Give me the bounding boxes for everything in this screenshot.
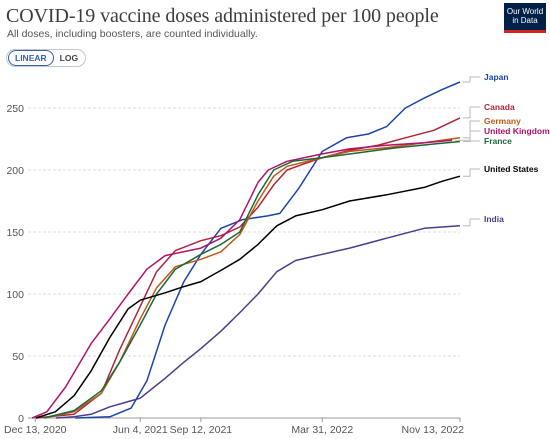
label-connector: [463, 120, 480, 139]
series-label-germany: Germany: [484, 116, 521, 126]
y-tick-label: 100: [6, 289, 24, 301]
log-scale-button[interactable]: LOG: [59, 53, 79, 63]
series-line-india: [55, 225, 461, 419]
owid-logo[interactable]: Our World in Data: [504, 3, 546, 33]
x-tick-label: Sep 12, 2021: [170, 424, 233, 436]
y-tick-label: 250: [6, 103, 24, 115]
chart-subtitle: All doses, including boosters, are count…: [7, 28, 258, 40]
series-label-japan: Japan: [484, 72, 509, 82]
logo-line-1: Our World: [506, 7, 544, 16]
series-label-india: India: [484, 214, 504, 224]
series-label-united-states: United States: [484, 164, 539, 174]
label-connector: [463, 76, 480, 83]
series-label-canada: Canada: [484, 102, 515, 112]
x-tick-label: Mar 31, 2022: [291, 424, 353, 436]
label-connector: [455, 130, 480, 141]
y-tick-label: 150: [6, 227, 24, 239]
series-line-united-states: [35, 175, 461, 419]
y-tick-label: 50: [12, 351, 24, 363]
x-tick-label: Dec 13, 2020: [4, 424, 67, 436]
logo-line-2: in Data: [512, 16, 538, 25]
series-line-canada: [35, 117, 461, 419]
scale-toggle[interactable]: LINEAR LOG: [6, 49, 87, 67]
x-tick-label: Nov 13, 2022: [402, 424, 465, 436]
series-line-united-kingdom: [31, 139, 453, 419]
x-tick-label: Jun 4, 2021: [113, 424, 168, 436]
series-label-united-kingdom: United Kingdom: [484, 126, 550, 136]
label-connector: [463, 168, 480, 177]
series-label-france: France: [484, 136, 512, 146]
y-tick-label: 200: [6, 165, 24, 177]
series-line-germany: [43, 137, 461, 419]
y-tick-label: 0: [18, 413, 24, 425]
series-line-france: [43, 140, 461, 419]
label-connector: [463, 218, 480, 227]
label-connector: [463, 106, 480, 119]
linear-scale-button[interactable]: LINEAR: [8, 50, 54, 66]
chart-title: COVID-19 vaccine doses administered per …: [6, 5, 439, 27]
series-line-japan: [75, 81, 461, 419]
